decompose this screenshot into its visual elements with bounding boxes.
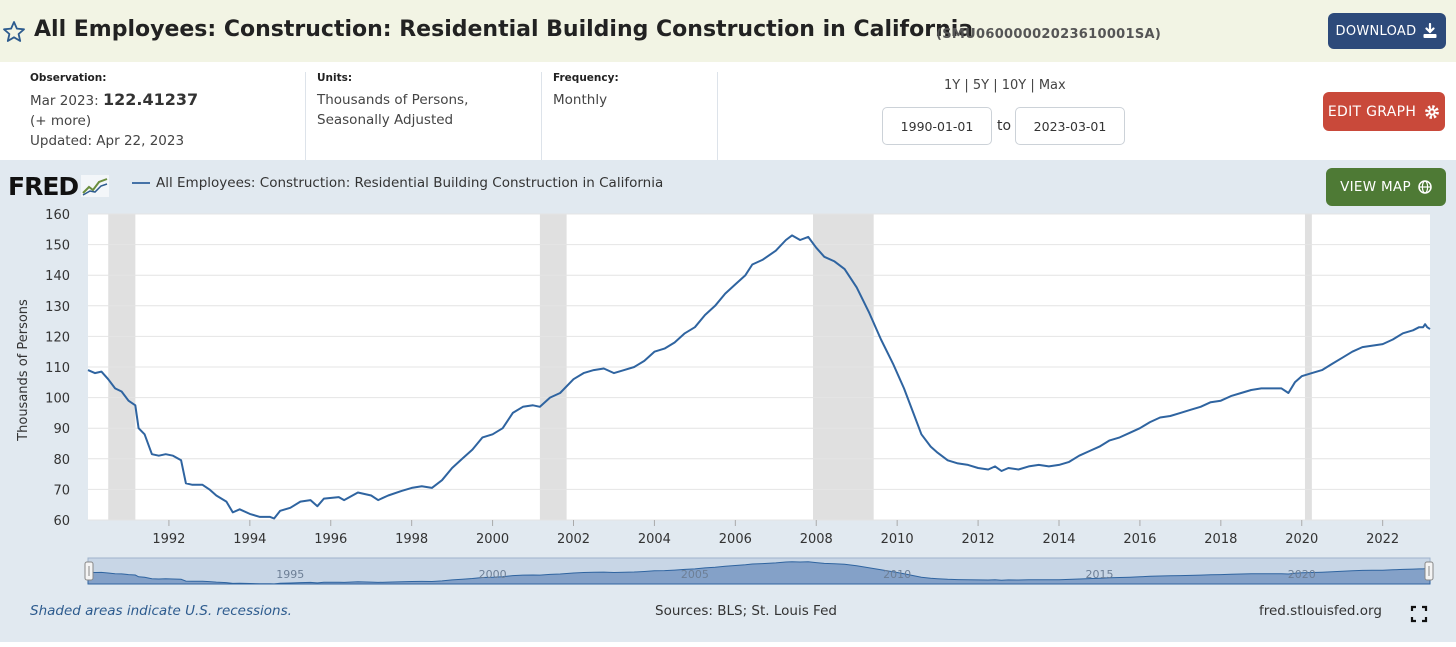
x-tick-label: 2008 <box>800 532 833 547</box>
legend-label: All Employees: Construction: Residential… <box>156 175 664 191</box>
site-url[interactable]: fred.stlouisfed.org <box>1259 603 1382 619</box>
series-id: (SMU06000002023610001SA) <box>936 27 1162 42</box>
y-tick-label: 150 <box>45 239 70 254</box>
chart[interactable]: 60 70 80 90 100 110 120 130 140 150 160 1992 1994 19… <box>0 160 1456 642</box>
range-links[interactable]: 1Y | 5Y | 10Y | Max <box>944 78 1066 93</box>
graph-panel: 60 70 80 90 100 110 120 130 140 150 160 1992 1994 19… <box>0 160 1456 642</box>
y-tick-label: 140 <box>45 269 70 284</box>
units-line-2: Seasonally Adjusted <box>317 112 454 128</box>
observation-value: 122.41237 <box>102 90 199 109</box>
units-label: Units: <box>317 72 353 84</box>
observation-block: Observation: Mar 2023: 122.41237 (+ more… <box>30 72 198 151</box>
navigator-tick-label: 2000 <box>479 568 507 581</box>
y-tick-label: 80 <box>53 453 70 468</box>
x-tick-label: 2010 <box>881 532 914 547</box>
view-map-label: VIEW MAP <box>1340 179 1411 195</box>
sources-text: Sources: BLS; St. Louis Fed <box>655 603 837 619</box>
y-tick-label: 160 <box>45 208 70 223</box>
x-tick-label: 2006 <box>719 532 752 547</box>
navigator-tick-label: 2010 <box>883 568 911 581</box>
y-tick-label: 110 <box>45 361 70 376</box>
download-button[interactable]: DOWNLOAD <box>1328 13 1446 49</box>
divider <box>717 72 718 160</box>
star-icon[interactable] <box>2 20 26 44</box>
x-tick-label: 2022 <box>1366 532 1399 547</box>
frequency-block: Frequency: Monthly <box>553 72 619 110</box>
x-tick-label: 2018 <box>1204 532 1237 547</box>
units-line-1: Thousands of Persons, <box>317 92 469 108</box>
navigator-tick-label: 1995 <box>276 568 304 581</box>
title-bar: All Employees: Construction: Residential… <box>0 0 1456 62</box>
navigator-tick-label: 2005 <box>681 568 709 581</box>
x-tick-label: 2000 <box>476 532 509 547</box>
fullscreen-icon[interactable] <box>1410 605 1428 623</box>
edit-graph-label: EDIT GRAPH <box>1327 103 1417 120</box>
chart-trend-icon <box>81 175 110 197</box>
fred-logo: FRED <box>8 172 110 201</box>
y-axis-label: Thousands of Persons <box>16 299 31 442</box>
view-map-button[interactable]: VIEW MAP <box>1326 168 1446 206</box>
recession-note: Shaded areas indicate U.S. recessions. <box>30 603 292 619</box>
observation-date: Mar 2023: <box>30 93 99 109</box>
gear-icon <box>1425 104 1440 119</box>
frequency-value: Monthly <box>553 92 608 108</box>
y-tick-label: 130 <box>45 300 70 315</box>
info-row: Observation: Mar 2023: 122.41237 (+ more… <box>0 62 1456 160</box>
x-tick-label: 1998 <box>395 532 428 547</box>
legend-swatch <box>132 182 150 184</box>
x-tick-label: 1992 <box>152 532 185 547</box>
end-date-input[interactable]: 2023-03-01 <box>1015 107 1125 145</box>
navigator-series-area <box>87 561 1431 585</box>
page-title: All Employees: Construction: Residential… <box>34 17 974 42</box>
start-date-input[interactable]: 1990-01-01 <box>882 107 992 145</box>
series-line <box>87 234 1431 520</box>
x-tick-label: 1996 <box>314 532 347 547</box>
navigator-tick-label: 2020 <box>1288 568 1316 581</box>
globe-icon <box>1418 180 1432 194</box>
observation-label: Observation: <box>30 72 107 84</box>
divider <box>541 72 542 160</box>
y-tick-label: 100 <box>45 392 70 407</box>
more-link[interactable]: (+ more) <box>30 113 92 129</box>
y-tick-label: 70 <box>53 483 70 498</box>
divider <box>305 72 306 160</box>
x-tick-label: 2012 <box>962 532 995 547</box>
x-tick-label: 2002 <box>557 532 590 547</box>
navigator-tick-label: 2015 <box>1085 568 1113 581</box>
download-label: DOWNLOAD <box>1335 23 1417 39</box>
y-tick-label: 120 <box>45 330 70 345</box>
x-tick-label: 2014 <box>1042 532 1075 547</box>
download-icon <box>1423 23 1437 38</box>
y-tick-label: 90 <box>53 422 70 437</box>
edit-graph-button[interactable]: EDIT GRAPH <box>1323 92 1445 131</box>
y-tick-label: 60 <box>53 514 70 529</box>
units-block: Units: Thousands of Persons, Seasonally … <box>317 72 468 130</box>
frequency-label: Frequency: <box>553 72 619 84</box>
to-label: to <box>997 118 1012 134</box>
fred-logo-text: FRED <box>8 172 79 201</box>
x-tick-label: 2004 <box>638 532 671 547</box>
updated-date: Updated: Apr 22, 2023 <box>30 133 185 149</box>
x-tick-label: 1994 <box>233 532 266 547</box>
x-tick-label: 2020 <box>1285 532 1318 547</box>
x-tick-label: 2016 <box>1123 532 1156 547</box>
